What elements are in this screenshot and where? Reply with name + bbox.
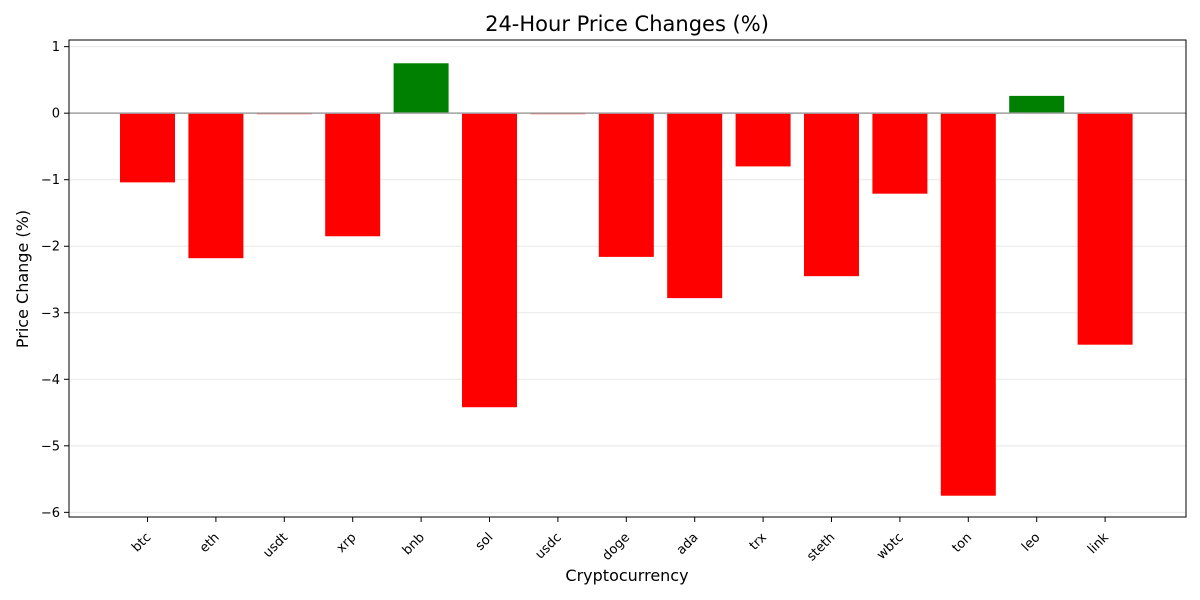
x-tick-label: link — [1085, 530, 1112, 557]
y-tick-label: −5 — [41, 439, 60, 454]
y-tick-label: −6 — [41, 506, 60, 521]
y-tick-label: −4 — [41, 373, 60, 388]
x-axis-ticks: btc eth usdt xrp bnb sol usdc doge ada trx steth wb… — [129, 517, 1112, 564]
bar-ada — [667, 113, 723, 299]
x-tick-label: leo — [1019, 530, 1043, 554]
y-tick-label: −3 — [41, 306, 60, 321]
x-tick-label: xrp — [334, 530, 360, 556]
x-tick-label: usdc — [533, 530, 565, 562]
y-tick-label: 0 — [52, 107, 60, 122]
x-tick-label: usdt — [260, 530, 291, 561]
x-tick-label: doge — [600, 530, 634, 564]
x-tick-label: btc — [129, 530, 154, 555]
x-tick-label: bnb — [400, 530, 428, 558]
y-tick-label: −2 — [41, 240, 60, 255]
bar-steth — [804, 113, 859, 277]
y-tick-label: −1 — [41, 173, 60, 188]
y-axis-ticks: 1 0 −1 −2 −3 −4 −5 −6 — [41, 40, 69, 521]
x-tick-label: steth — [804, 530, 838, 564]
bar-eth — [188, 113, 244, 259]
x-axis-title: Cryptocurrency — [565, 566, 688, 585]
y-axis-title: Price Change (%) — [13, 210, 32, 348]
bar-btc — [120, 113, 175, 183]
bars — [120, 63, 1133, 496]
x-tick-label: trx — [747, 530, 770, 553]
x-tick-label: eth — [197, 530, 223, 556]
x-tick-label: ton — [949, 530, 975, 556]
bar-sol — [462, 113, 517, 408]
y-tick-label: 1 — [52, 40, 60, 55]
bar-bnb — [393, 63, 449, 114]
bar-trx — [735, 113, 791, 167]
bar-ton — [940, 113, 996, 496]
bar-doge — [598, 113, 654, 257]
x-tick-label: ada — [674, 530, 702, 558]
x-tick-label: wbtc — [874, 530, 907, 563]
plot-frame — [68, 39, 1187, 518]
chart-title: 24-Hour Price Changes (%) — [485, 12, 769, 36]
bar-leo — [1009, 95, 1065, 114]
bar-wbtc — [872, 113, 928, 194]
bar-link — [1077, 113, 1133, 345]
x-tick-label: sol — [473, 530, 497, 554]
bar-xrp — [325, 113, 381, 237]
